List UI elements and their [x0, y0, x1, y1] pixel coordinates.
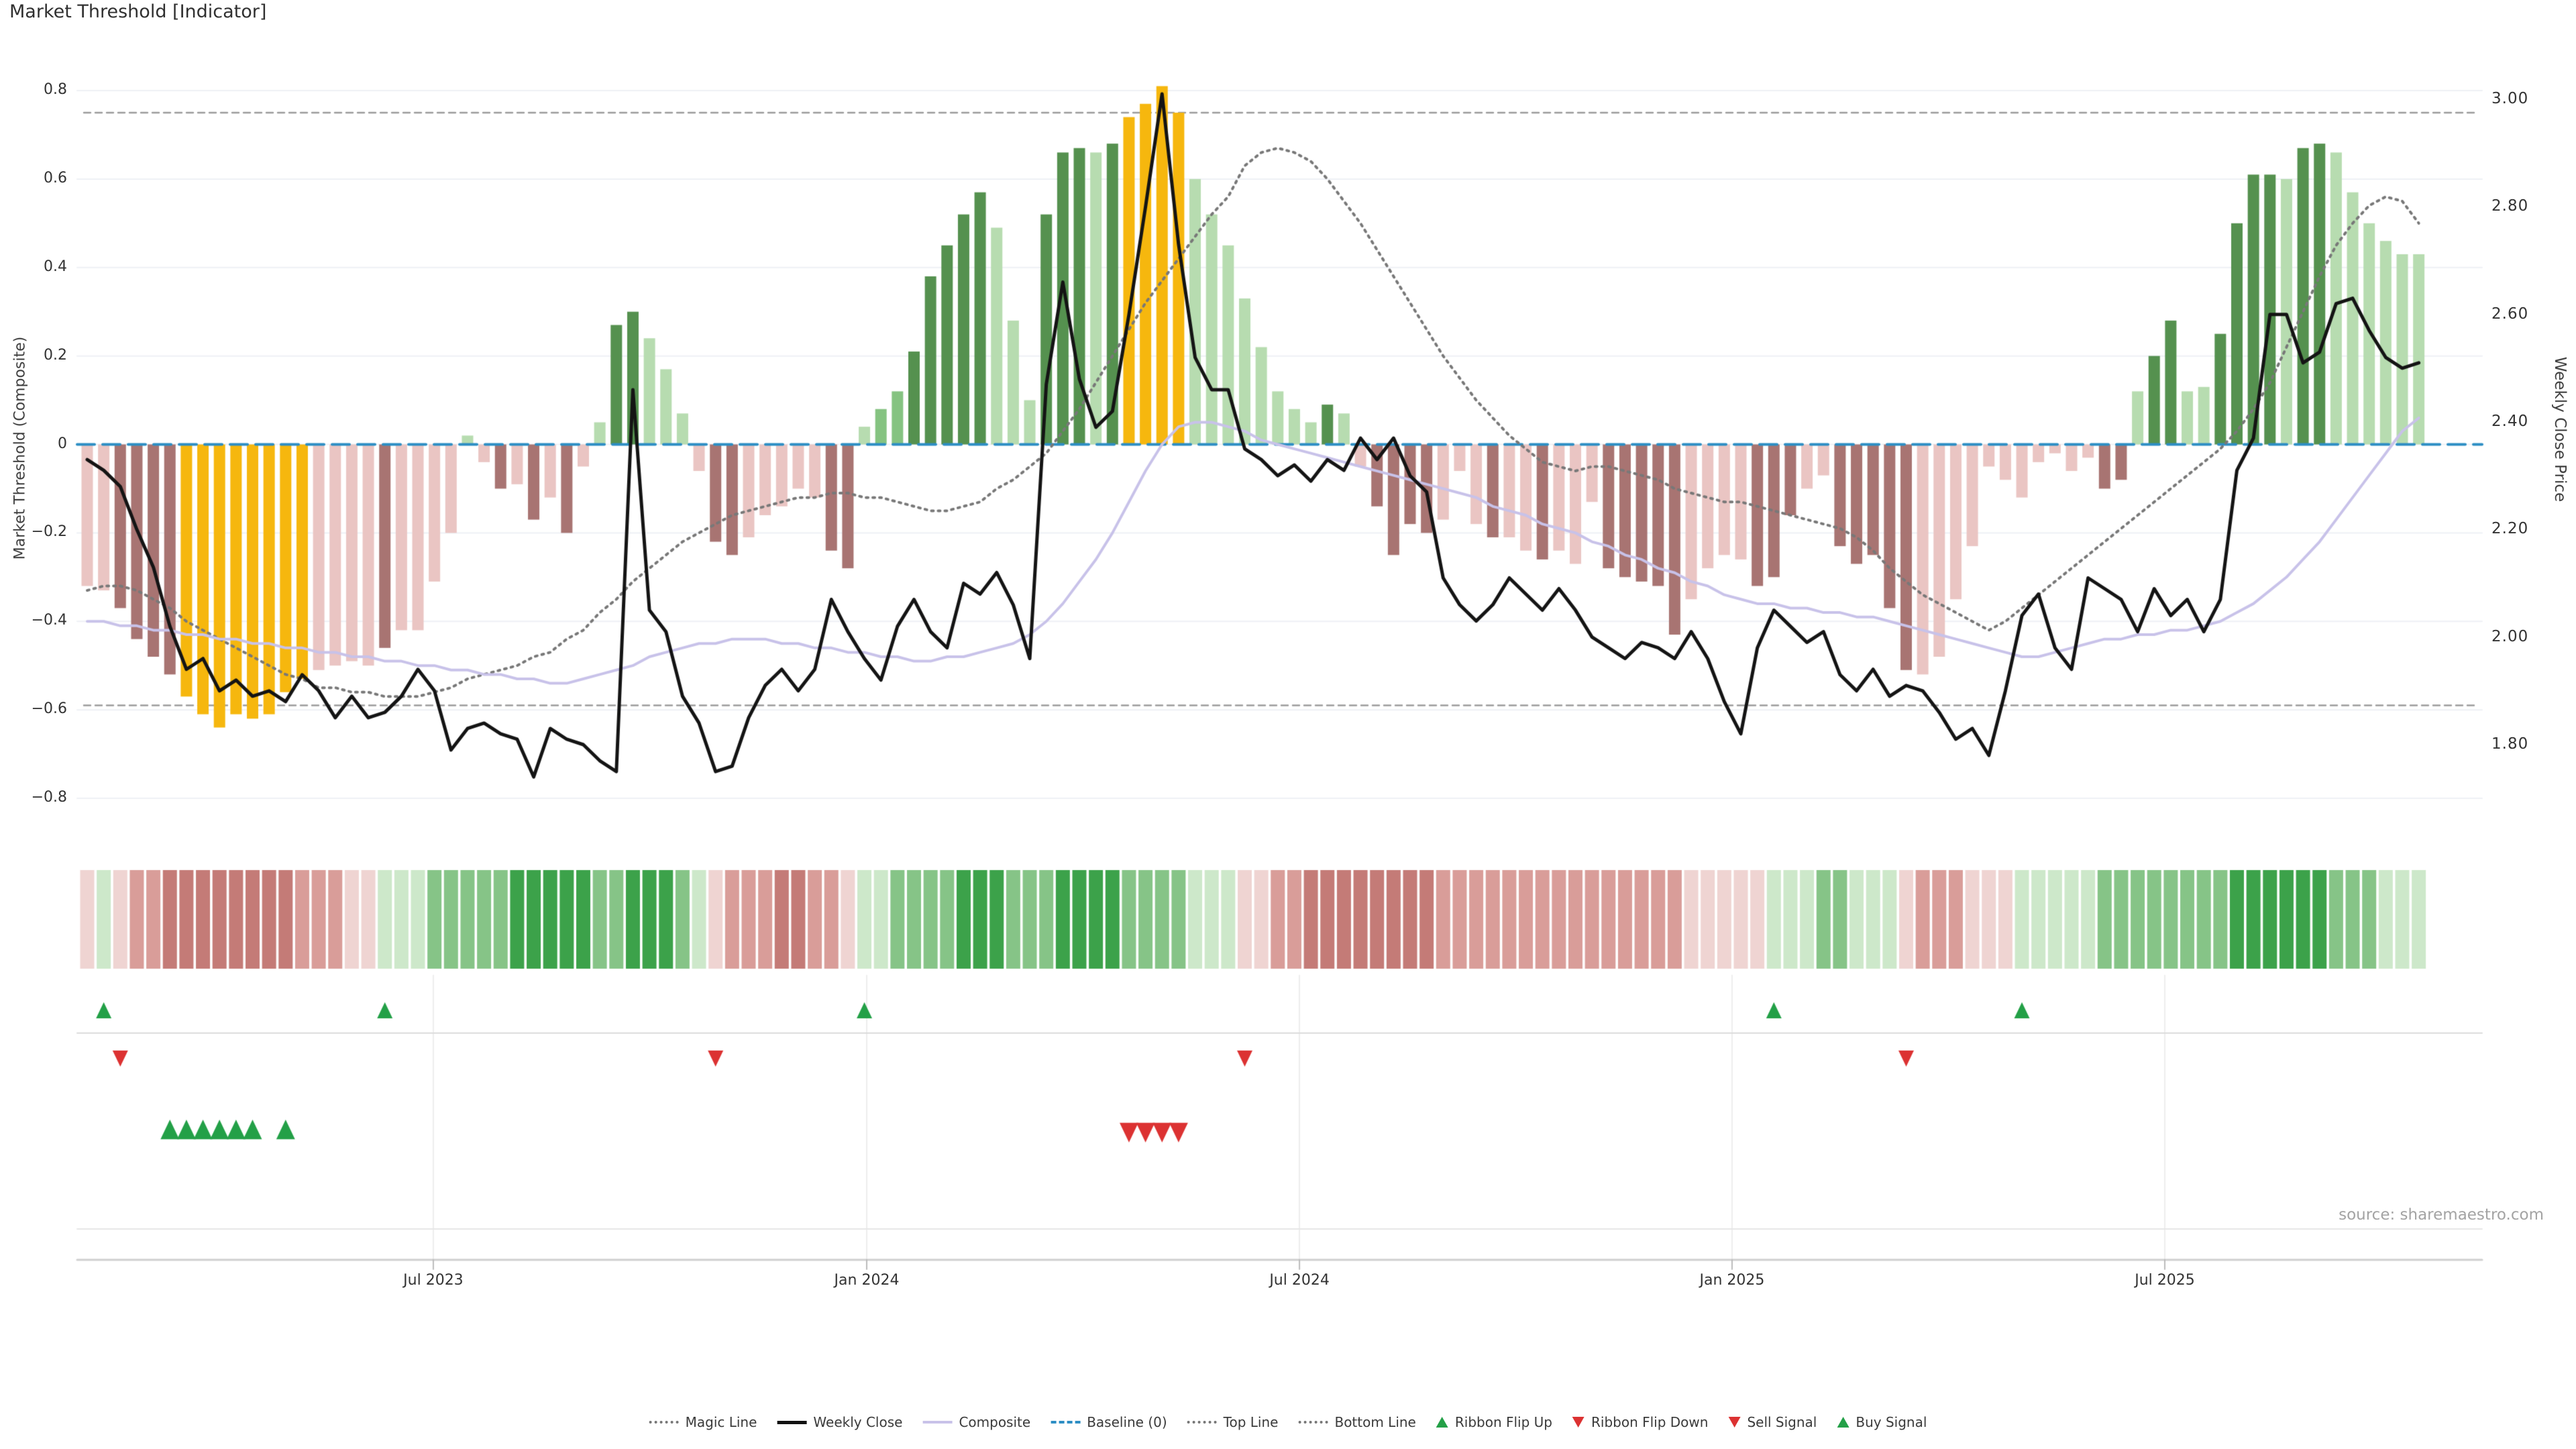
legend-item-ribbon-flip-up: Ribbon Flip Up [1436, 1414, 1552, 1430]
legend-item-label: Magic Line [685, 1414, 757, 1430]
line-marker-icon [1187, 1421, 1217, 1424]
legend-item-label: Bottom Line [1334, 1414, 1416, 1430]
legend: Magic Line Weekly Close Composite Baseline … [649, 1414, 1927, 1430]
x-axis-tick-label: Jul 2024 [1269, 1272, 1330, 1289]
triangle-up-icon [1837, 1417, 1849, 1428]
legend-item-composite: Composite [922, 1414, 1030, 1430]
y-right-tick-label: 2.60 [2491, 305, 2529, 323]
y-right-tick-label: 3.00 [2491, 90, 2529, 107]
y-left-tick-label: −0.4 [31, 612, 67, 629]
legend-item-label: Weekly Close [813, 1414, 903, 1430]
line-marker-icon [649, 1421, 679, 1424]
legend-item-label: Ribbon Flip Down [1591, 1414, 1709, 1430]
legend-item-magic-line: Magic Line [649, 1414, 757, 1430]
legend-item-sell-signal: Sell Signal [1728, 1414, 1817, 1430]
legend-item-label: Sell Signal [1747, 1414, 1817, 1430]
y-left-tick-label: 0 [58, 435, 67, 452]
y-right-tick-label: 2.20 [2491, 520, 2529, 538]
y-right-tick-label: 1.80 [2491, 735, 2529, 753]
y-left-tick-label: −0.2 [31, 523, 67, 541]
legend-item-label: Ribbon Flip Up [1454, 1414, 1552, 1430]
line-marker-icon [777, 1420, 807, 1424]
legend-item-label: Baseline (0) [1087, 1414, 1167, 1430]
triangle-down-icon [1572, 1417, 1585, 1428]
y-right-tick-label: 2.40 [2491, 413, 2529, 430]
y-left-tick-label: 0.4 [44, 258, 67, 275]
legend-item-label: Top Line [1223, 1414, 1279, 1430]
x-axis-tick-label: Jul 2025 [2135, 1272, 2195, 1289]
y-left-tick-label: 0.2 [44, 346, 67, 364]
line-marker-icon [922, 1421, 953, 1424]
y-left-tick-label: −0.6 [31, 700, 67, 718]
y-left-tick-label: −0.8 [31, 789, 67, 806]
y-right-tick-label: 2.80 [2491, 197, 2529, 215]
legend-item-top-line: Top Line [1187, 1414, 1279, 1430]
legend-item-ribbon-flip-down: Ribbon Flip Down [1572, 1414, 1708, 1430]
legend-item-bottom-line: Bottom Line [1298, 1414, 1416, 1430]
source-credit: source: sharemaestro.com [2339, 1206, 2544, 1224]
x-axis-tick-label: Jul 2023 [403, 1272, 464, 1289]
y-left-tick-label: 0.8 [44, 81, 67, 98]
line-marker-icon [1298, 1421, 1328, 1424]
line-marker-icon [1051, 1421, 1081, 1424]
right-axis-label: Weekly Close Price [2551, 356, 2569, 502]
y-right-tick-label: 2.00 [2491, 627, 2529, 645]
x-axis-tick-label: Jan 2024 [834, 1272, 900, 1289]
triangle-up-icon [1436, 1417, 1448, 1428]
page-title: Market Threshold [Indicator] [9, 1, 267, 22]
legend-item-label: Composite [959, 1414, 1031, 1430]
legend-item-buy-signal: Buy Signal [1837, 1414, 1927, 1430]
legend-item-baseline: Baseline (0) [1051, 1414, 1167, 1430]
legend-item-label: Buy Signal [1856, 1414, 1927, 1430]
x-axis-tick-label: Jan 2025 [1699, 1272, 1765, 1289]
triangle-down-icon [1728, 1417, 1741, 1428]
legend-item-weekly-close: Weekly Close [777, 1414, 902, 1430]
y-left-tick-label: 0.6 [44, 169, 67, 186]
